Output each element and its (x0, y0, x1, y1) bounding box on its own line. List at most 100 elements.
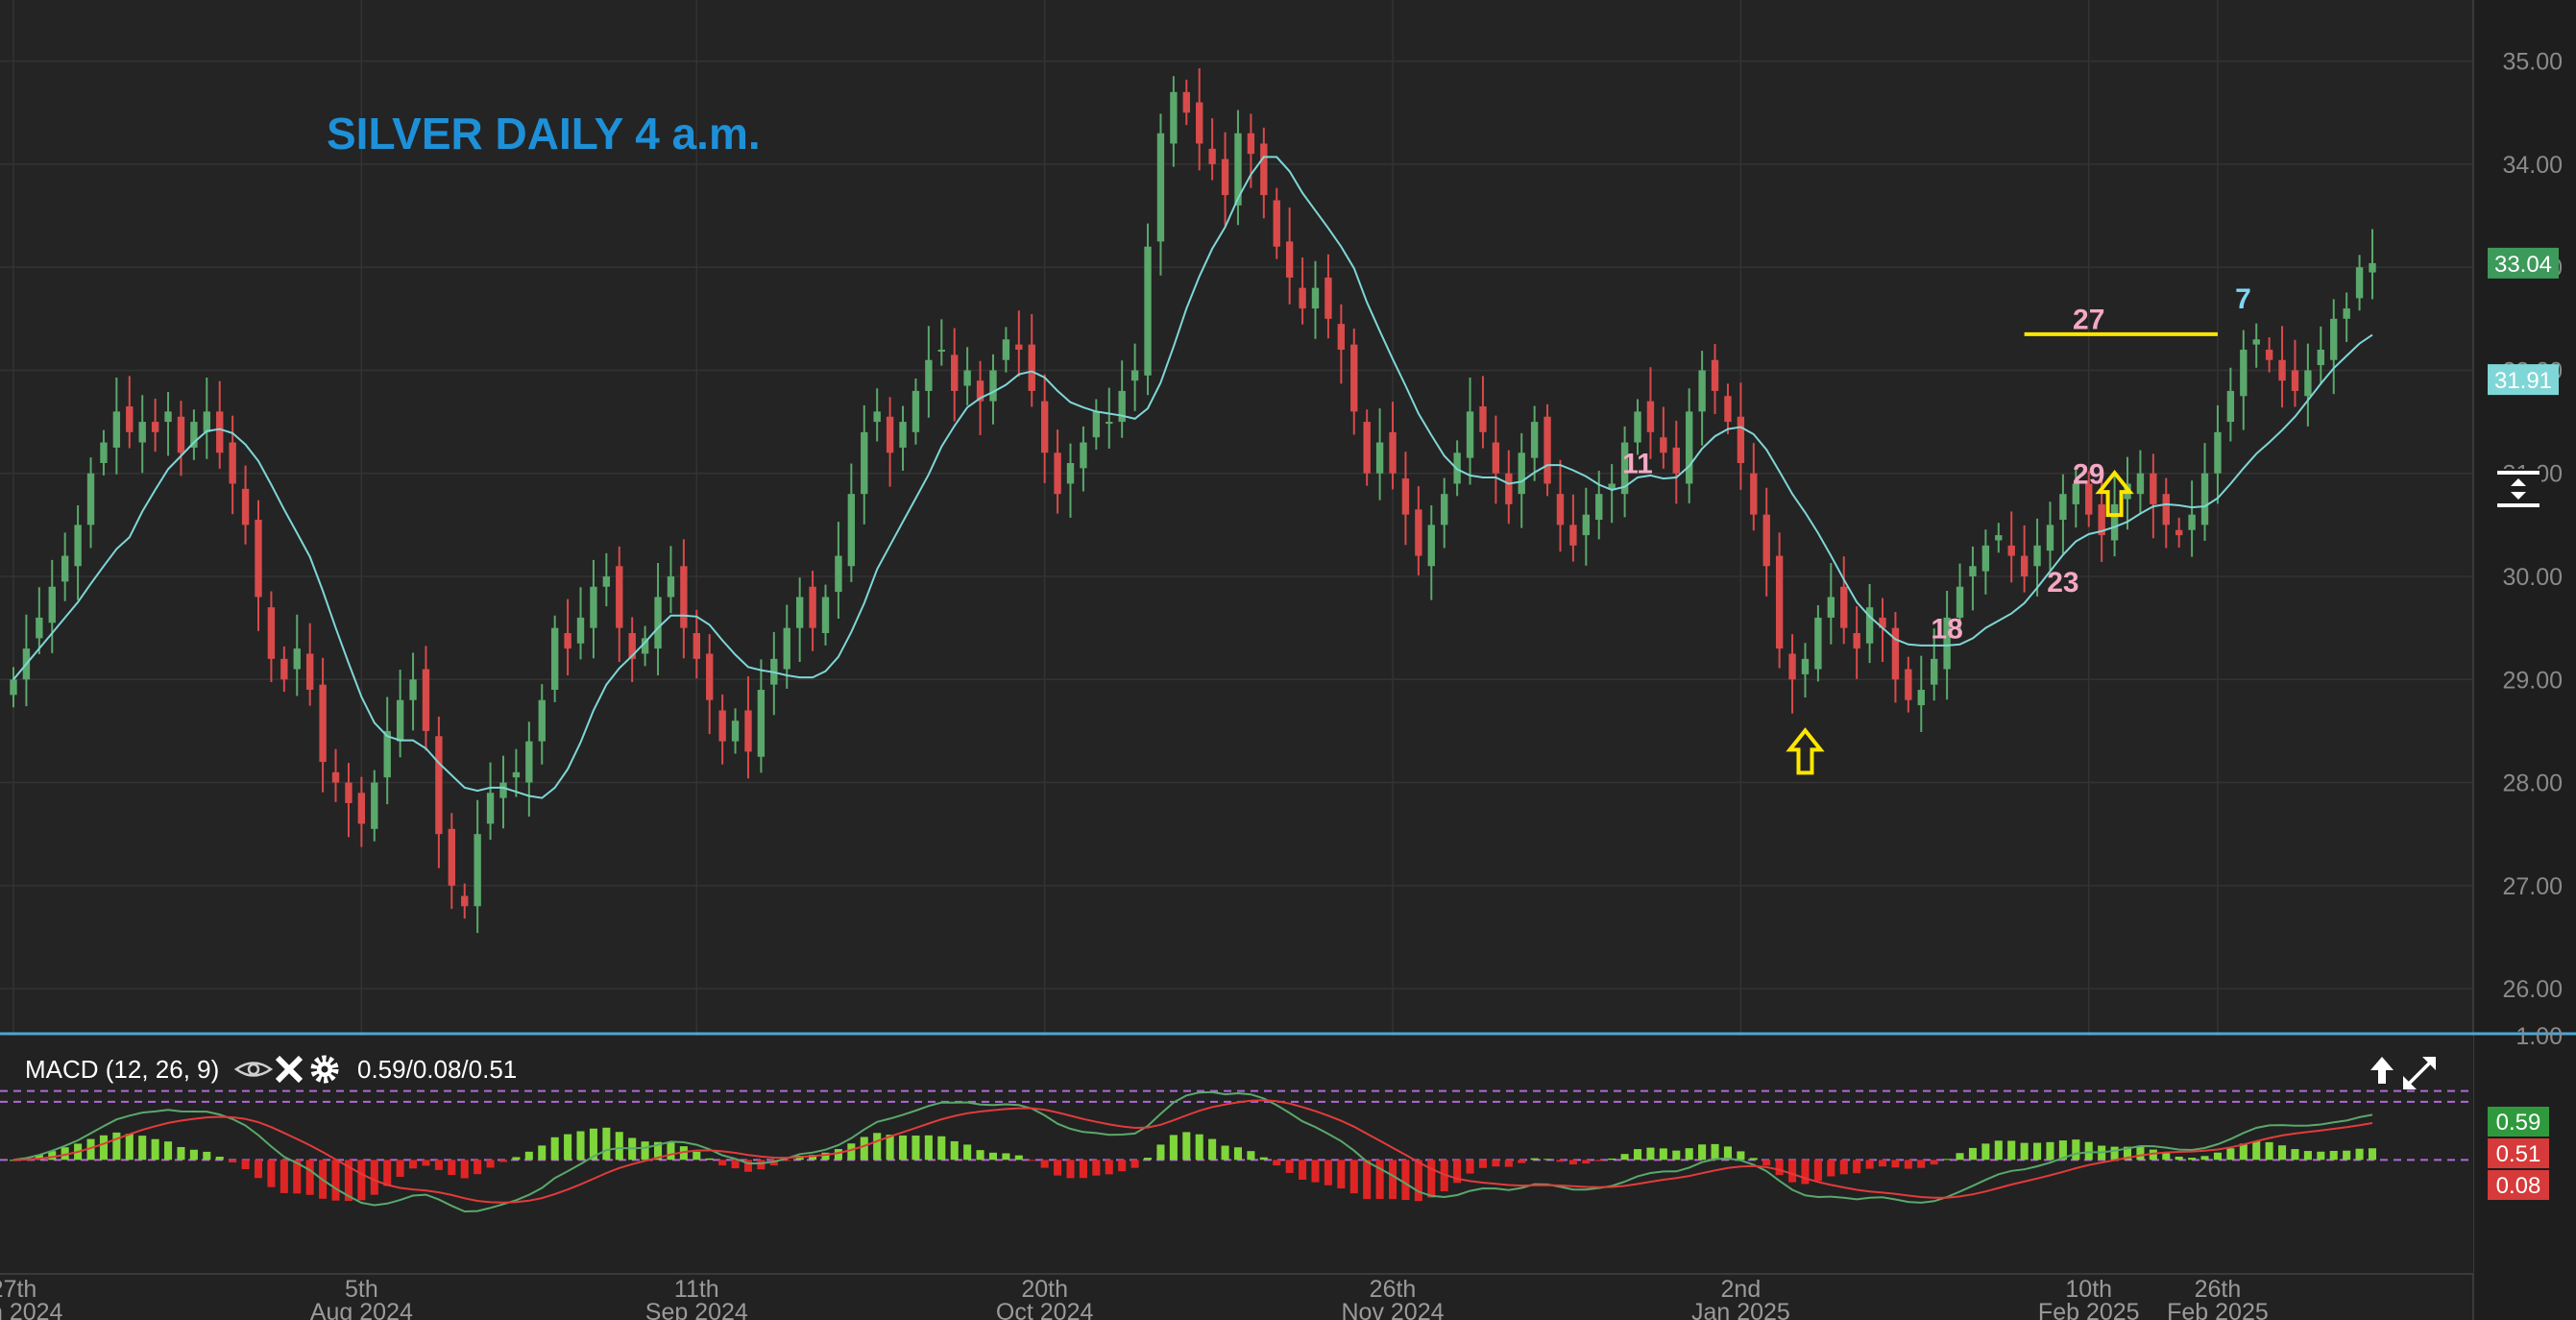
histogram-bar (1363, 1160, 1372, 1200)
candle (241, 465, 250, 545)
histogram-bar (667, 1141, 675, 1161)
macd-values: 0.59/0.08/0.51 (357, 1055, 517, 1084)
candle (2200, 443, 2209, 541)
candle-body (1156, 133, 1165, 242)
price-tags: 33.04 31.91 (2488, 247, 2559, 396)
date-month-label: Oct 2024 (996, 1299, 1094, 1320)
candle (731, 708, 740, 754)
signal-line (12, 1099, 2373, 1204)
candle (1427, 504, 1435, 600)
candle (126, 376, 134, 449)
candle (680, 539, 688, 659)
histogram-bar (1685, 1148, 1693, 1161)
histogram-bar (1723, 1146, 1732, 1161)
histogram-bar (2303, 1151, 2312, 1161)
histogram-bar (731, 1160, 740, 1169)
candle-body (731, 721, 740, 742)
candle-body (319, 684, 327, 763)
histogram-bar (2252, 1140, 2261, 1161)
moving-average-line (12, 156, 2373, 799)
histogram-bar (564, 1134, 572, 1161)
price-tick-label: 35.00 (2502, 49, 2563, 76)
candle (2369, 229, 2376, 300)
candle (422, 646, 430, 751)
arrow-up-icon[interactable] (2370, 1057, 2394, 1084)
histogram-bar (654, 1141, 663, 1161)
candle-body (886, 416, 894, 453)
candle-body (2240, 350, 2248, 397)
expand-icon[interactable] (2403, 1057, 2436, 1089)
histogram-bar (1711, 1143, 1719, 1161)
candle (1956, 563, 1964, 638)
candle-body (1582, 514, 1591, 536)
candle-body (1337, 324, 1346, 350)
histogram-bar (524, 1151, 533, 1161)
candle (602, 552, 611, 607)
candle (2265, 337, 2273, 373)
histogram-bar (1066, 1160, 1075, 1179)
candle (937, 319, 945, 366)
candle-body (1543, 416, 1551, 484)
histogram-bar (757, 1160, 766, 1170)
histogram-bar (164, 1141, 173, 1161)
arrow-up-icon (2095, 469, 2134, 518)
scale-handle-icon[interactable] (2495, 469, 2541, 509)
candle (590, 559, 597, 659)
candle (1981, 529, 1990, 595)
histogram-bar (1762, 1160, 1771, 1166)
candle (616, 546, 623, 663)
date-day-label: 26th (1370, 1276, 1417, 1303)
candle (2059, 474, 2067, 554)
candle-body (1608, 483, 1616, 489)
candle-body (1479, 406, 1487, 432)
candle-body (267, 607, 276, 659)
histogram-bar (1930, 1160, 1938, 1165)
histogram-bar (86, 1138, 95, 1161)
histogram-bar (61, 1147, 69, 1161)
candle (2136, 450, 2145, 514)
histogram-bar (1118, 1160, 1127, 1172)
candle (1931, 628, 1938, 701)
candle-body (1840, 586, 1848, 628)
candle (1363, 409, 1371, 486)
gear-icon[interactable] (310, 1055, 339, 1084)
candle (809, 571, 816, 651)
histogram-bar (1891, 1160, 1900, 1168)
candle-body (1492, 442, 1500, 474)
candle (1170, 76, 1178, 167)
histogram-bar (1956, 1153, 1964, 1161)
candle (255, 500, 262, 631)
histogram-bar (615, 1132, 623, 1161)
histogram-bar (2188, 1158, 2197, 1161)
macd-tick-label: 1.00 (2515, 1023, 2563, 1050)
histogram-bar (1375, 1160, 1384, 1200)
candle (86, 457, 95, 549)
histogram-bar (486, 1160, 495, 1168)
candle-body (1080, 442, 1087, 469)
candle-body (795, 597, 804, 628)
candle (409, 652, 417, 731)
candle-body (1427, 525, 1435, 567)
histogram-bar (1182, 1132, 1191, 1161)
candle (628, 617, 636, 682)
eye-icon[interactable] (233, 1062, 274, 1077)
histogram-bar (1749, 1158, 1758, 1161)
candle (654, 563, 662, 675)
candle (1350, 329, 1358, 435)
candle (951, 328, 959, 422)
candle-body (177, 416, 185, 453)
candle-body (1788, 653, 1796, 680)
candle (435, 716, 443, 868)
candle (10, 667, 17, 708)
candle (1182, 79, 1190, 126)
close-icon[interactable] (275, 1055, 304, 1084)
candle (641, 625, 649, 667)
histogram-bar (950, 1140, 959, 1161)
price-tick-label: 34.00 (2502, 152, 2563, 179)
candle (1092, 399, 1101, 451)
histogram-bar (2020, 1142, 2029, 1161)
histogram-bar (267, 1160, 276, 1187)
annotation-label: 18 (1931, 613, 1962, 645)
candle-body (36, 617, 43, 639)
histogram-bar (2162, 1153, 2171, 1161)
